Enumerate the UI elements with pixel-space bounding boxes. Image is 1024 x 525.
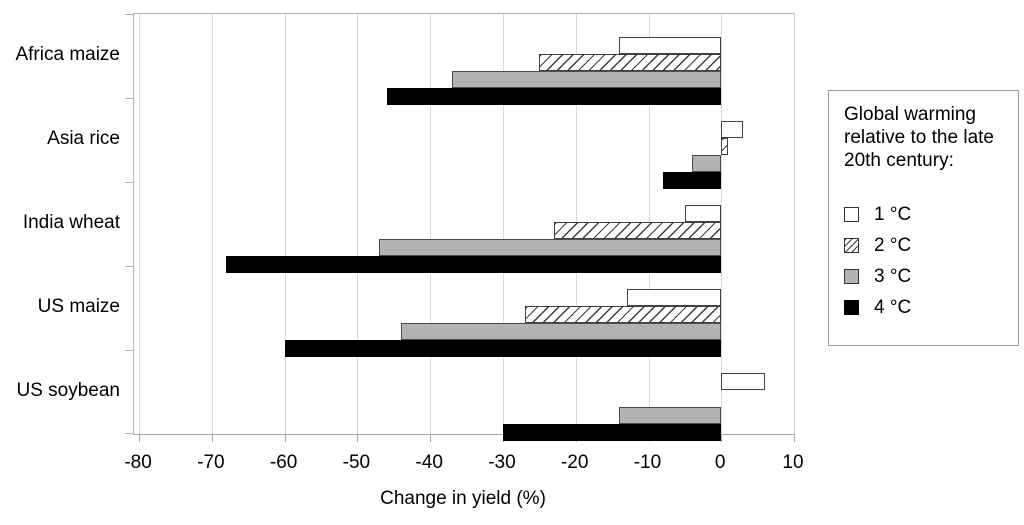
- category-label-india-wheat: India wheat: [22, 212, 120, 233]
- x-tick-mark-10: [794, 434, 795, 442]
- legend-swatch-gray-icon: [844, 269, 859, 285]
- bar-asia-rice-2-c: [721, 138, 729, 155]
- gridline-0: [721, 14, 723, 434]
- x-tick-label--80: -80: [124, 452, 152, 473]
- x-tick-mark--60: [284, 434, 286, 442]
- bar-us-maize-3-c: [401, 323, 722, 340]
- legend-item-2-c: 2 °C: [844, 230, 1018, 261]
- legend-label-2-c: 2 °C: [874, 234, 912, 256]
- bar-india-wheat-2-c: [553, 222, 722, 239]
- gridline--60: [284, 14, 286, 434]
- legend-swatch-black-icon: [844, 300, 859, 316]
- category-label-us-soybean: US soybean: [16, 380, 120, 401]
- legend-item-1-c: 1 °C: [844, 199, 1018, 230]
- y-tick-mark-3: [125, 266, 133, 267]
- bar-africa-maize-3-c: [452, 71, 722, 88]
- x-tick-label--60: -60: [269, 452, 298, 473]
- legend-label-1-c: 1 °C: [874, 203, 912, 225]
- legend-label-4-c: 4 °C: [874, 296, 912, 318]
- category-label-asia-rice: Asia rice: [47, 128, 120, 149]
- category-label-us-maize: US maize: [37, 296, 120, 317]
- bar-us-maize-2-c: [524, 306, 722, 323]
- legend-items: 1 °C 2 °C 3 °C 4 °C: [844, 199, 1018, 323]
- x-tick-label--40: -40: [415, 452, 443, 473]
- x-tick-label--50: -50: [342, 452, 371, 473]
- bar-india-wheat-1-c: [684, 205, 722, 222]
- gridline--30: [502, 14, 504, 434]
- y-tick-mark-0: [125, 14, 133, 15]
- x-tick-mark--40: [430, 434, 432, 442]
- x-tick-mark-0: [721, 434, 723, 442]
- y-tick-mark-4: [125, 350, 133, 351]
- bar-africa-maize-1-c: [619, 37, 722, 54]
- gridline-10: [794, 14, 795, 434]
- legend-swatch-hatch-icon: [844, 238, 859, 254]
- legend-swatch-white-icon: [844, 207, 859, 223]
- x-tick-label--30: -30: [488, 452, 516, 473]
- gridline--70: [211, 14, 213, 434]
- bar-asia-rice-1-c: [721, 121, 743, 138]
- legend-item-3-c: 3 °C: [844, 261, 1018, 292]
- plot-area: [125, 13, 795, 442]
- x-tick-mark--70: [211, 434, 213, 442]
- x-tick-mark--50: [357, 434, 359, 442]
- y-tick-mark-2: [125, 182, 133, 183]
- legend-label-3-c: 3 °C: [874, 265, 912, 287]
- bar-us-soybean-1-c: [721, 373, 765, 390]
- gridline--40: [430, 14, 432, 434]
- x-tick-label--10: -10: [633, 452, 662, 473]
- bar-asia-rice-4-c: [663, 172, 722, 189]
- bar-us-maize-1-c: [626, 289, 722, 306]
- gridline--50: [357, 14, 359, 434]
- legend-box: Global warming relative to the late 20th…: [828, 90, 1019, 346]
- legend-title: Global warming relative to the late 20th…: [844, 104, 994, 171]
- bar-india-wheat-4-c: [226, 256, 722, 273]
- bar-us-maize-4-c: [284, 340, 722, 357]
- category-label-africa-maize: Africa maize: [15, 44, 120, 65]
- x-tick-label--20: -20: [560, 452, 589, 473]
- y-tick-mark-5: [125, 433, 133, 434]
- x-tick-label-10: 10: [782, 452, 804, 473]
- legend-item-4-c: 4 °C: [844, 292, 1018, 323]
- x-tick-label-0: 0: [714, 452, 726, 473]
- bar-india-wheat-3-c: [379, 239, 722, 256]
- bar-africa-maize-4-c: [386, 88, 722, 105]
- x-axis-title: Change in yield (%): [380, 488, 546, 509]
- bar-africa-maize-2-c: [539, 54, 722, 71]
- x-tick-mark--80: [139, 434, 141, 442]
- bar-asia-rice-3-c: [692, 155, 722, 172]
- bar-us-soybean-4-c: [502, 424, 722, 441]
- bar-us-soybean-3-c: [619, 407, 722, 424]
- y-tick-mark-1: [125, 98, 133, 99]
- gridline--80: [139, 14, 141, 434]
- x-tick-label--70: -70: [197, 452, 225, 473]
